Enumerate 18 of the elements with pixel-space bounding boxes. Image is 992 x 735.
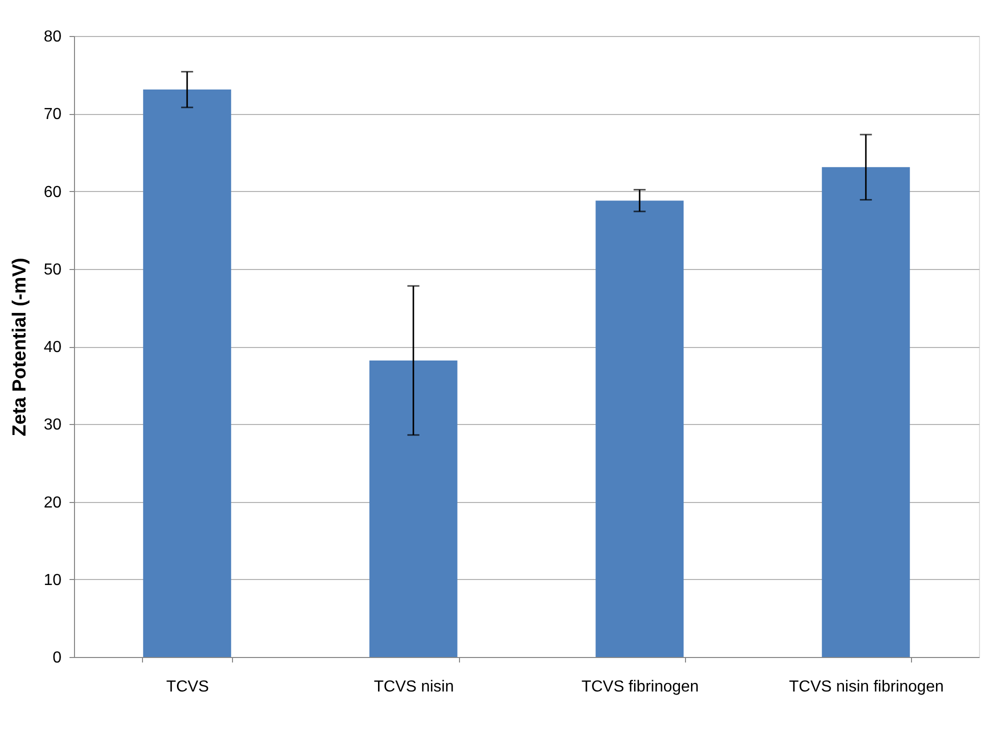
x-tick-label: TCVS fibrinogen bbox=[581, 678, 699, 696]
y-axis-title: Zeta Potential (-mV) bbox=[10, 258, 31, 436]
y-tick-label: 0 bbox=[52, 650, 62, 666]
y-tick-label: 70 bbox=[44, 106, 62, 124]
y-tick-label: 30 bbox=[44, 416, 62, 434]
x-tick-label: TCVS bbox=[166, 678, 209, 696]
bar bbox=[596, 200, 684, 657]
y-tick-label: 20 bbox=[44, 494, 62, 512]
bar bbox=[822, 167, 910, 657]
x-tick-label: TCVS nisin fibrinogen bbox=[789, 678, 944, 696]
bar bbox=[143, 90, 232, 657]
bar bbox=[369, 360, 458, 657]
y-tick-label: 50 bbox=[44, 261, 62, 278]
x-tick-label: TCVS nisin bbox=[374, 678, 454, 696]
y-tick-label: 60 bbox=[44, 184, 62, 201]
y-tick-label: 80 bbox=[44, 28, 62, 46]
y-tick-label: 40 bbox=[44, 339, 62, 356]
y-tick-label: 10 bbox=[44, 572, 62, 589]
